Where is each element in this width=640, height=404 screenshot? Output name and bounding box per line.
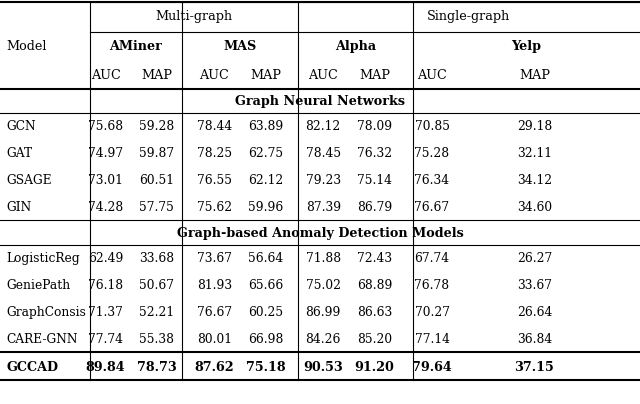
Text: GAT: GAT [6,147,33,160]
Text: 86.79: 86.79 [356,201,392,214]
Text: 34.12: 34.12 [517,174,552,187]
Text: 86.63: 86.63 [356,306,392,319]
Text: 33.68: 33.68 [140,252,174,265]
Text: 75.62: 75.62 [197,201,232,214]
Text: 68.89: 68.89 [356,279,392,292]
Text: 26.27: 26.27 [516,252,552,265]
Text: 59.87: 59.87 [140,147,174,160]
Text: 76.67: 76.67 [415,201,449,214]
Text: 87.62: 87.62 [195,361,234,374]
Text: 78.73: 78.73 [137,361,177,374]
Text: 33.67: 33.67 [517,279,552,292]
Text: 77.74: 77.74 [88,333,123,346]
Text: GraphConsis: GraphConsis [6,306,86,319]
Text: 50.67: 50.67 [140,279,174,292]
Text: 79.23: 79.23 [306,174,340,187]
Text: Alpha: Alpha [335,40,376,53]
Text: LogisticReg: LogisticReg [6,252,80,265]
Text: 32.11: 32.11 [517,147,552,160]
Text: 79.64: 79.64 [412,361,452,374]
Text: 60.51: 60.51 [140,174,174,187]
Text: AUC: AUC [200,69,229,82]
Text: GeniePath: GeniePath [6,279,70,292]
Text: GIN: GIN [6,201,31,214]
Text: Graph-based Anomaly Detection Models: Graph-based Anomaly Detection Models [177,227,463,240]
Text: 84.26: 84.26 [305,333,341,346]
Text: CARE-GNN: CARE-GNN [6,333,78,346]
Text: 75.14: 75.14 [357,174,392,187]
Text: 87.39: 87.39 [306,201,340,214]
Text: 59.96: 59.96 [248,201,284,214]
Text: MAP: MAP [519,69,550,82]
Text: Model: Model [6,40,47,53]
Text: 76.32: 76.32 [357,147,392,160]
Text: MAP: MAP [250,69,281,82]
Text: GCN: GCN [6,120,36,133]
Text: MAS: MAS [223,40,257,53]
Text: MAP: MAP [359,69,390,82]
Text: 82.12: 82.12 [305,120,341,133]
Text: Yelp: Yelp [511,40,541,53]
Text: 75.18: 75.18 [246,361,285,374]
Text: GCCAD: GCCAD [6,361,58,374]
Text: 72.43: 72.43 [357,252,392,265]
Text: 76.18: 76.18 [88,279,123,292]
Text: MAP: MAP [141,69,172,82]
Text: 71.37: 71.37 [88,306,123,319]
Text: 81.93: 81.93 [197,279,232,292]
Text: 65.66: 65.66 [248,279,284,292]
Text: 59.28: 59.28 [139,120,175,133]
Text: 55.38: 55.38 [140,333,174,346]
Text: AUC: AUC [417,69,447,82]
Text: 85.20: 85.20 [357,333,392,346]
Text: 78.45: 78.45 [306,147,340,160]
Text: 77.14: 77.14 [415,333,449,346]
Text: 66.98: 66.98 [248,333,284,346]
Text: 76.34: 76.34 [415,174,449,187]
Text: 75.28: 75.28 [415,147,449,160]
Text: 73.67: 73.67 [197,252,232,265]
Text: 67.74: 67.74 [415,252,449,265]
Text: 63.89: 63.89 [248,120,284,133]
Text: 80.01: 80.01 [197,333,232,346]
Text: 75.02: 75.02 [306,279,340,292]
Text: GSAGE: GSAGE [6,174,52,187]
Text: 62.12: 62.12 [248,174,284,187]
Text: Multi-graph: Multi-graph [155,10,232,23]
Text: 70.27: 70.27 [415,306,449,319]
Text: 56.64: 56.64 [248,252,284,265]
Text: 70.85: 70.85 [415,120,449,133]
Text: AUC: AUC [91,69,120,82]
Text: 62.75: 62.75 [248,147,283,160]
Text: 78.09: 78.09 [357,120,392,133]
Text: 74.97: 74.97 [88,147,123,160]
Text: 89.84: 89.84 [86,361,125,374]
Text: 78.25: 78.25 [197,147,232,160]
Text: 36.84: 36.84 [516,333,552,346]
Text: 29.18: 29.18 [516,120,552,133]
Text: 60.25: 60.25 [248,306,283,319]
Text: 75.68: 75.68 [88,120,123,133]
Text: 57.75: 57.75 [140,201,174,214]
Text: Single-graph: Single-graph [427,10,511,23]
Text: AMiner: AMiner [109,40,163,53]
Text: 76.78: 76.78 [415,279,449,292]
Text: 86.99: 86.99 [305,306,341,319]
Text: 78.44: 78.44 [196,120,232,133]
Text: 74.28: 74.28 [88,201,124,214]
Text: Graph Neural Networks: Graph Neural Networks [235,95,405,108]
Text: 26.64: 26.64 [516,306,552,319]
Text: 90.53: 90.53 [303,361,343,374]
Text: 52.21: 52.21 [140,306,174,319]
Text: 73.01: 73.01 [88,174,123,187]
Text: 76.67: 76.67 [197,306,232,319]
Text: AUC: AUC [308,69,338,82]
Text: 76.55: 76.55 [197,174,232,187]
Text: 34.60: 34.60 [517,201,552,214]
Text: 62.49: 62.49 [88,252,124,265]
Text: 37.15: 37.15 [515,361,554,374]
Text: 71.88: 71.88 [306,252,340,265]
Text: 91.20: 91.20 [355,361,394,374]
